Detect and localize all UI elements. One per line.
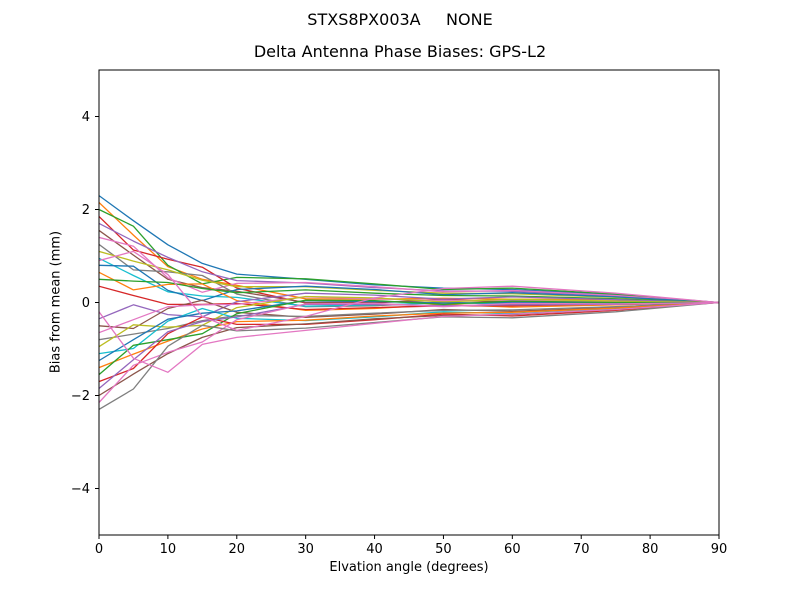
- series-line: [99, 301, 719, 404]
- x-tick-label: 80: [642, 542, 659, 557]
- series-line: [99, 299, 719, 330]
- series-line: [99, 222, 719, 304]
- x-axis-label: Elvation angle (degrees): [329, 560, 489, 575]
- suptitle: STXS8PX003A NONE: [307, 10, 493, 29]
- x-tick-label: 70: [573, 542, 590, 557]
- series-line: [99, 301, 719, 373]
- series-group: [99, 194, 719, 411]
- series-line: [99, 301, 719, 411]
- y-tick-label: 0: [82, 296, 90, 311]
- y-tick-label: −2: [71, 389, 90, 404]
- x-tick-label: 20: [229, 542, 246, 557]
- series-line: [99, 271, 719, 312]
- x-tick-label: 40: [366, 542, 383, 557]
- y-tick-label: −4: [71, 482, 90, 497]
- series-line: [99, 250, 719, 332]
- x-tick-label: 0: [95, 542, 103, 557]
- y-tick-label: 4: [82, 110, 90, 125]
- x-tick-label: 50: [435, 542, 452, 557]
- y-tick-label: 2: [82, 203, 90, 218]
- series-line: [99, 215, 719, 304]
- x-tick-label: 30: [297, 542, 314, 557]
- x-tick-label: 10: [160, 542, 177, 557]
- ticks-group: 0 10 20 30 40 50 60 70 80 90 −4 −2 0 2 4: [71, 110, 727, 557]
- chart-title: Delta Antenna Phase Biases: GPS-L2: [253, 42, 547, 61]
- series-line: [99, 278, 719, 304]
- x-tick-label: 90: [711, 542, 728, 557]
- y-axis-label: Bias from mean (mm): [48, 230, 64, 374]
- x-tick-label: 60: [504, 542, 521, 557]
